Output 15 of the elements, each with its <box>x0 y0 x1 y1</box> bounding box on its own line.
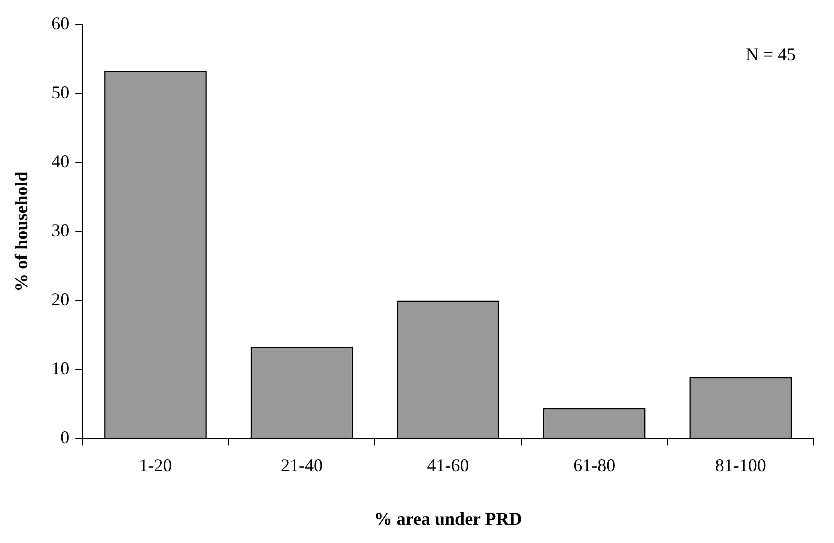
x-tick-label: 81-100 <box>715 455 766 476</box>
y-tick-label: 40 <box>52 152 70 172</box>
y-tick-label: 20 <box>52 290 70 310</box>
y-tick-label: 60 <box>52 14 70 34</box>
x-tick-label: 61-80 <box>574 455 616 476</box>
y-axis-title: % of household <box>11 172 32 292</box>
y-tick-label: 30 <box>52 220 70 241</box>
annotation: N = 45 <box>746 44 796 65</box>
x-axis-title: % area under PRD <box>374 508 522 529</box>
x-tick-label: 41-60 <box>427 455 470 476</box>
x-tick-label: 21-40 <box>281 455 324 476</box>
y-tick-label: 50 <box>52 82 70 103</box>
x-tick-label: 1-20 <box>139 455 172 476</box>
y-tick-label: 0 <box>60 428 70 448</box>
y-tick-label: 10 <box>52 358 70 379</box>
